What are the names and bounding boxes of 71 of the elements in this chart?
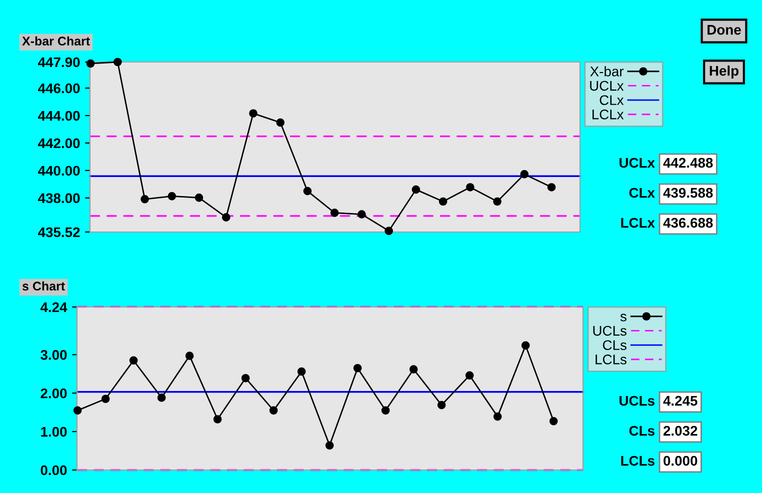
point	[140, 195, 149, 204]
y-tick-label: 1.00	[41, 426, 67, 437]
point	[465, 371, 474, 380]
point	[113, 58, 122, 66]
y-tick-label: 440.00	[38, 166, 80, 176]
point	[437, 400, 446, 410]
point	[276, 118, 285, 127]
point	[222, 213, 230, 222]
point	[73, 406, 82, 415]
y-tick-label: 3.00	[40, 350, 67, 360]
point	[269, 406, 278, 415]
y-tick-label: 446.00	[38, 83, 80, 94]
point	[381, 406, 390, 415]
point	[303, 186, 312, 196]
ref-line-label: LCLx	[621, 218, 655, 228]
legend-label: UCLs	[593, 326, 626, 336]
point	[297, 367, 306, 376]
point	[521, 341, 530, 350]
legend-label: s	[620, 314, 626, 322]
point	[520, 170, 529, 178]
point	[409, 365, 418, 374]
text: LCLs	[596, 354, 626, 364]
ref-line-label: LCLs	[621, 456, 654, 466]
point	[157, 394, 166, 402]
point	[185, 352, 194, 360]
point	[384, 226, 393, 236]
point	[466, 183, 474, 192]
text: UCLs	[620, 396, 654, 406]
y-tick-label: 0.00	[40, 465, 67, 476]
legend-label: CLx	[600, 95, 624, 106]
text: 0.000	[664, 456, 698, 466]
point	[412, 185, 420, 194]
point	[194, 194, 204, 202]
y-tick-label: 438.00	[38, 193, 80, 204]
chart-title: X-bar Chart	[22, 36, 90, 46]
point	[249, 109, 258, 118]
text: CLs	[629, 426, 654, 436]
point	[493, 197, 502, 206]
y-tick-label: 2.00	[40, 388, 67, 398]
text: 2.032	[663, 426, 698, 436]
text: UCLx	[620, 158, 655, 168]
point	[358, 210, 366, 218]
point	[549, 417, 558, 426]
text: LCLx	[592, 110, 624, 120]
point	[213, 415, 222, 424]
point	[547, 183, 556, 192]
y-tick-label: 435.52	[38, 227, 80, 238]
chart-title: s Chart	[22, 281, 65, 291]
point	[168, 192, 176, 200]
text: 4.245	[663, 396, 698, 406]
point	[353, 364, 362, 372]
text: Help	[710, 66, 738, 78]
legend-label: X-bar	[590, 66, 624, 76]
y-tick-label: 442.00	[38, 138, 80, 148]
text: 442.488	[663, 158, 713, 168]
point	[330, 208, 339, 217]
legend-label: UCLx	[590, 80, 624, 91]
text: CLx	[629, 188, 655, 198]
text: 439.588	[663, 188, 713, 198]
point	[241, 374, 250, 382]
y-tick-label: 4.24	[40, 302, 68, 312]
point	[101, 394, 110, 404]
text: Done	[708, 25, 741, 35]
point	[325, 441, 334, 450]
y-tick-label: 444.00	[38, 110, 80, 121]
text: 436.688	[663, 218, 713, 228]
point	[129, 356, 138, 365]
point	[438, 197, 448, 206]
point	[493, 412, 502, 421]
legend-label: CLs	[602, 340, 626, 350]
y-tick-label: 447.90	[38, 57, 80, 68]
